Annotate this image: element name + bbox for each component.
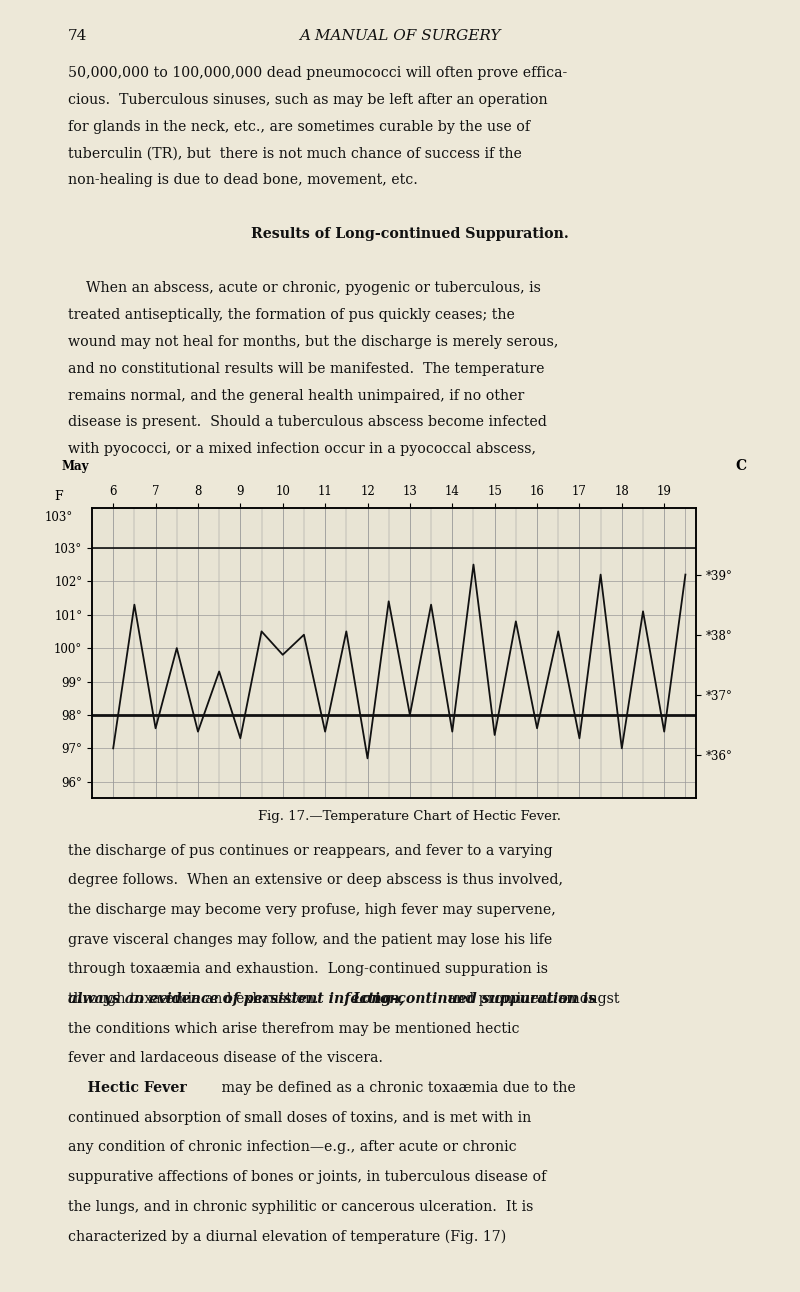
Text: the discharge of pus continues or reappears, and fever to a varying: the discharge of pus continues or reappe… — [68, 844, 553, 858]
Text: 50,000,000 to 100,000,000 dead pneumococci will often prove effica-: 50,000,000 to 100,000,000 dead pneumococ… — [68, 66, 567, 80]
Text: the lungs, and in chronic syphilitic or cancerous ulceration.  It is: the lungs, and in chronic syphilitic or … — [68, 1200, 534, 1213]
Text: Long-continued suppuration is: Long-continued suppuration is — [352, 992, 596, 1006]
Text: fever and lardaceous disease of the viscera.: fever and lardaceous disease of the visc… — [68, 1052, 383, 1066]
Text: through toxaæmia and exhaustion.: through toxaæmia and exhaustion. — [68, 992, 328, 1006]
Text: Results of Long-continued Suppuration.: Results of Long-continued Suppuration. — [251, 227, 569, 242]
Text: May: May — [62, 460, 89, 473]
Text: any condition of chronic infection—e.g., after acute or chronic: any condition of chronic infection—e.g.,… — [68, 1141, 517, 1155]
Text: 74: 74 — [68, 28, 87, 43]
Text: A MANUAL OF SURGERY: A MANUAL OF SURGERY — [299, 28, 501, 43]
Text: with pyococci, or a mixed infection occur in a pyococcal abscess,: with pyococci, or a mixed infection occu… — [68, 442, 536, 456]
Text: degree follows.  When an extensive or deep abscess is thus involved,: degree follows. When an extensive or dee… — [68, 873, 563, 888]
Text: wound may not heal for months, but the discharge is merely serous,: wound may not heal for months, but the d… — [68, 335, 558, 349]
Text: 103°: 103° — [45, 510, 73, 523]
Text: always an evidence of persistent infection,: always an evidence of persistent infecti… — [68, 992, 404, 1006]
Text: through toxaæmia and exhaustion.  Long-continued suppuration is: through toxaæmia and exhaustion. Long-co… — [68, 963, 548, 977]
Text: tuberculin (TR), but  there is not much chance of success if the: tuberculin (TR), but there is not much c… — [68, 146, 522, 160]
Text: F: F — [54, 490, 63, 504]
Text: treated antiseptically, the formation of pus quickly ceases; the: treated antiseptically, the formation of… — [68, 307, 515, 322]
Text: the conditions which arise therefrom may be mentioned hectic: the conditions which arise therefrom may… — [68, 1022, 519, 1036]
Text: disease is present.  Should a tuberculous abscess become infected: disease is present. Should a tuberculous… — [68, 416, 547, 429]
Text: cious.  Tuberculous sinuses, such as may be left after an operation: cious. Tuberculous sinuses, such as may … — [68, 93, 548, 107]
Text: for glands in the neck, etc., are sometimes curable by the use of: for glands in the neck, etc., are someti… — [68, 120, 530, 133]
Text: Hectic Fever: Hectic Fever — [68, 1081, 186, 1096]
Text: grave visceral changes may follow, and the patient may lose his life: grave visceral changes may follow, and t… — [68, 933, 552, 947]
Text: Fig. 17.—Temperature Chart of Hectic Fever.: Fig. 17.—Temperature Chart of Hectic Fev… — [258, 810, 562, 823]
Text: and prominent amongst: and prominent amongst — [443, 992, 619, 1006]
Text: the discharge may become very profuse, high fever may supervene,: the discharge may become very profuse, h… — [68, 903, 556, 917]
Text: When an abscess, acute or chronic, pyogenic or tuberculous, is: When an abscess, acute or chronic, pyoge… — [68, 280, 541, 295]
Text: may be defined as a chronic toxaæmia due to the: may be defined as a chronic toxaæmia due… — [217, 1081, 576, 1096]
Text: characterized by a diurnal elevation of temperature (Fig. 17): characterized by a diurnal elevation of … — [68, 1229, 506, 1244]
Text: suppurative affections of bones or joints, in tuberculous disease of: suppurative affections of bones or joint… — [68, 1171, 546, 1185]
Text: continued absorption of small doses of toxins, and is met with in: continued absorption of small doses of t… — [68, 1111, 531, 1125]
Text: non-healing is due to dead bone, movement, etc.: non-healing is due to dead bone, movemen… — [68, 173, 418, 187]
Text: and no constitutional results will be manifested.  The temperature: and no constitutional results will be ma… — [68, 362, 545, 376]
Text: remains normal, and the general health unimpaired, if no other: remains normal, and the general health u… — [68, 389, 524, 403]
Text: C: C — [735, 459, 746, 473]
